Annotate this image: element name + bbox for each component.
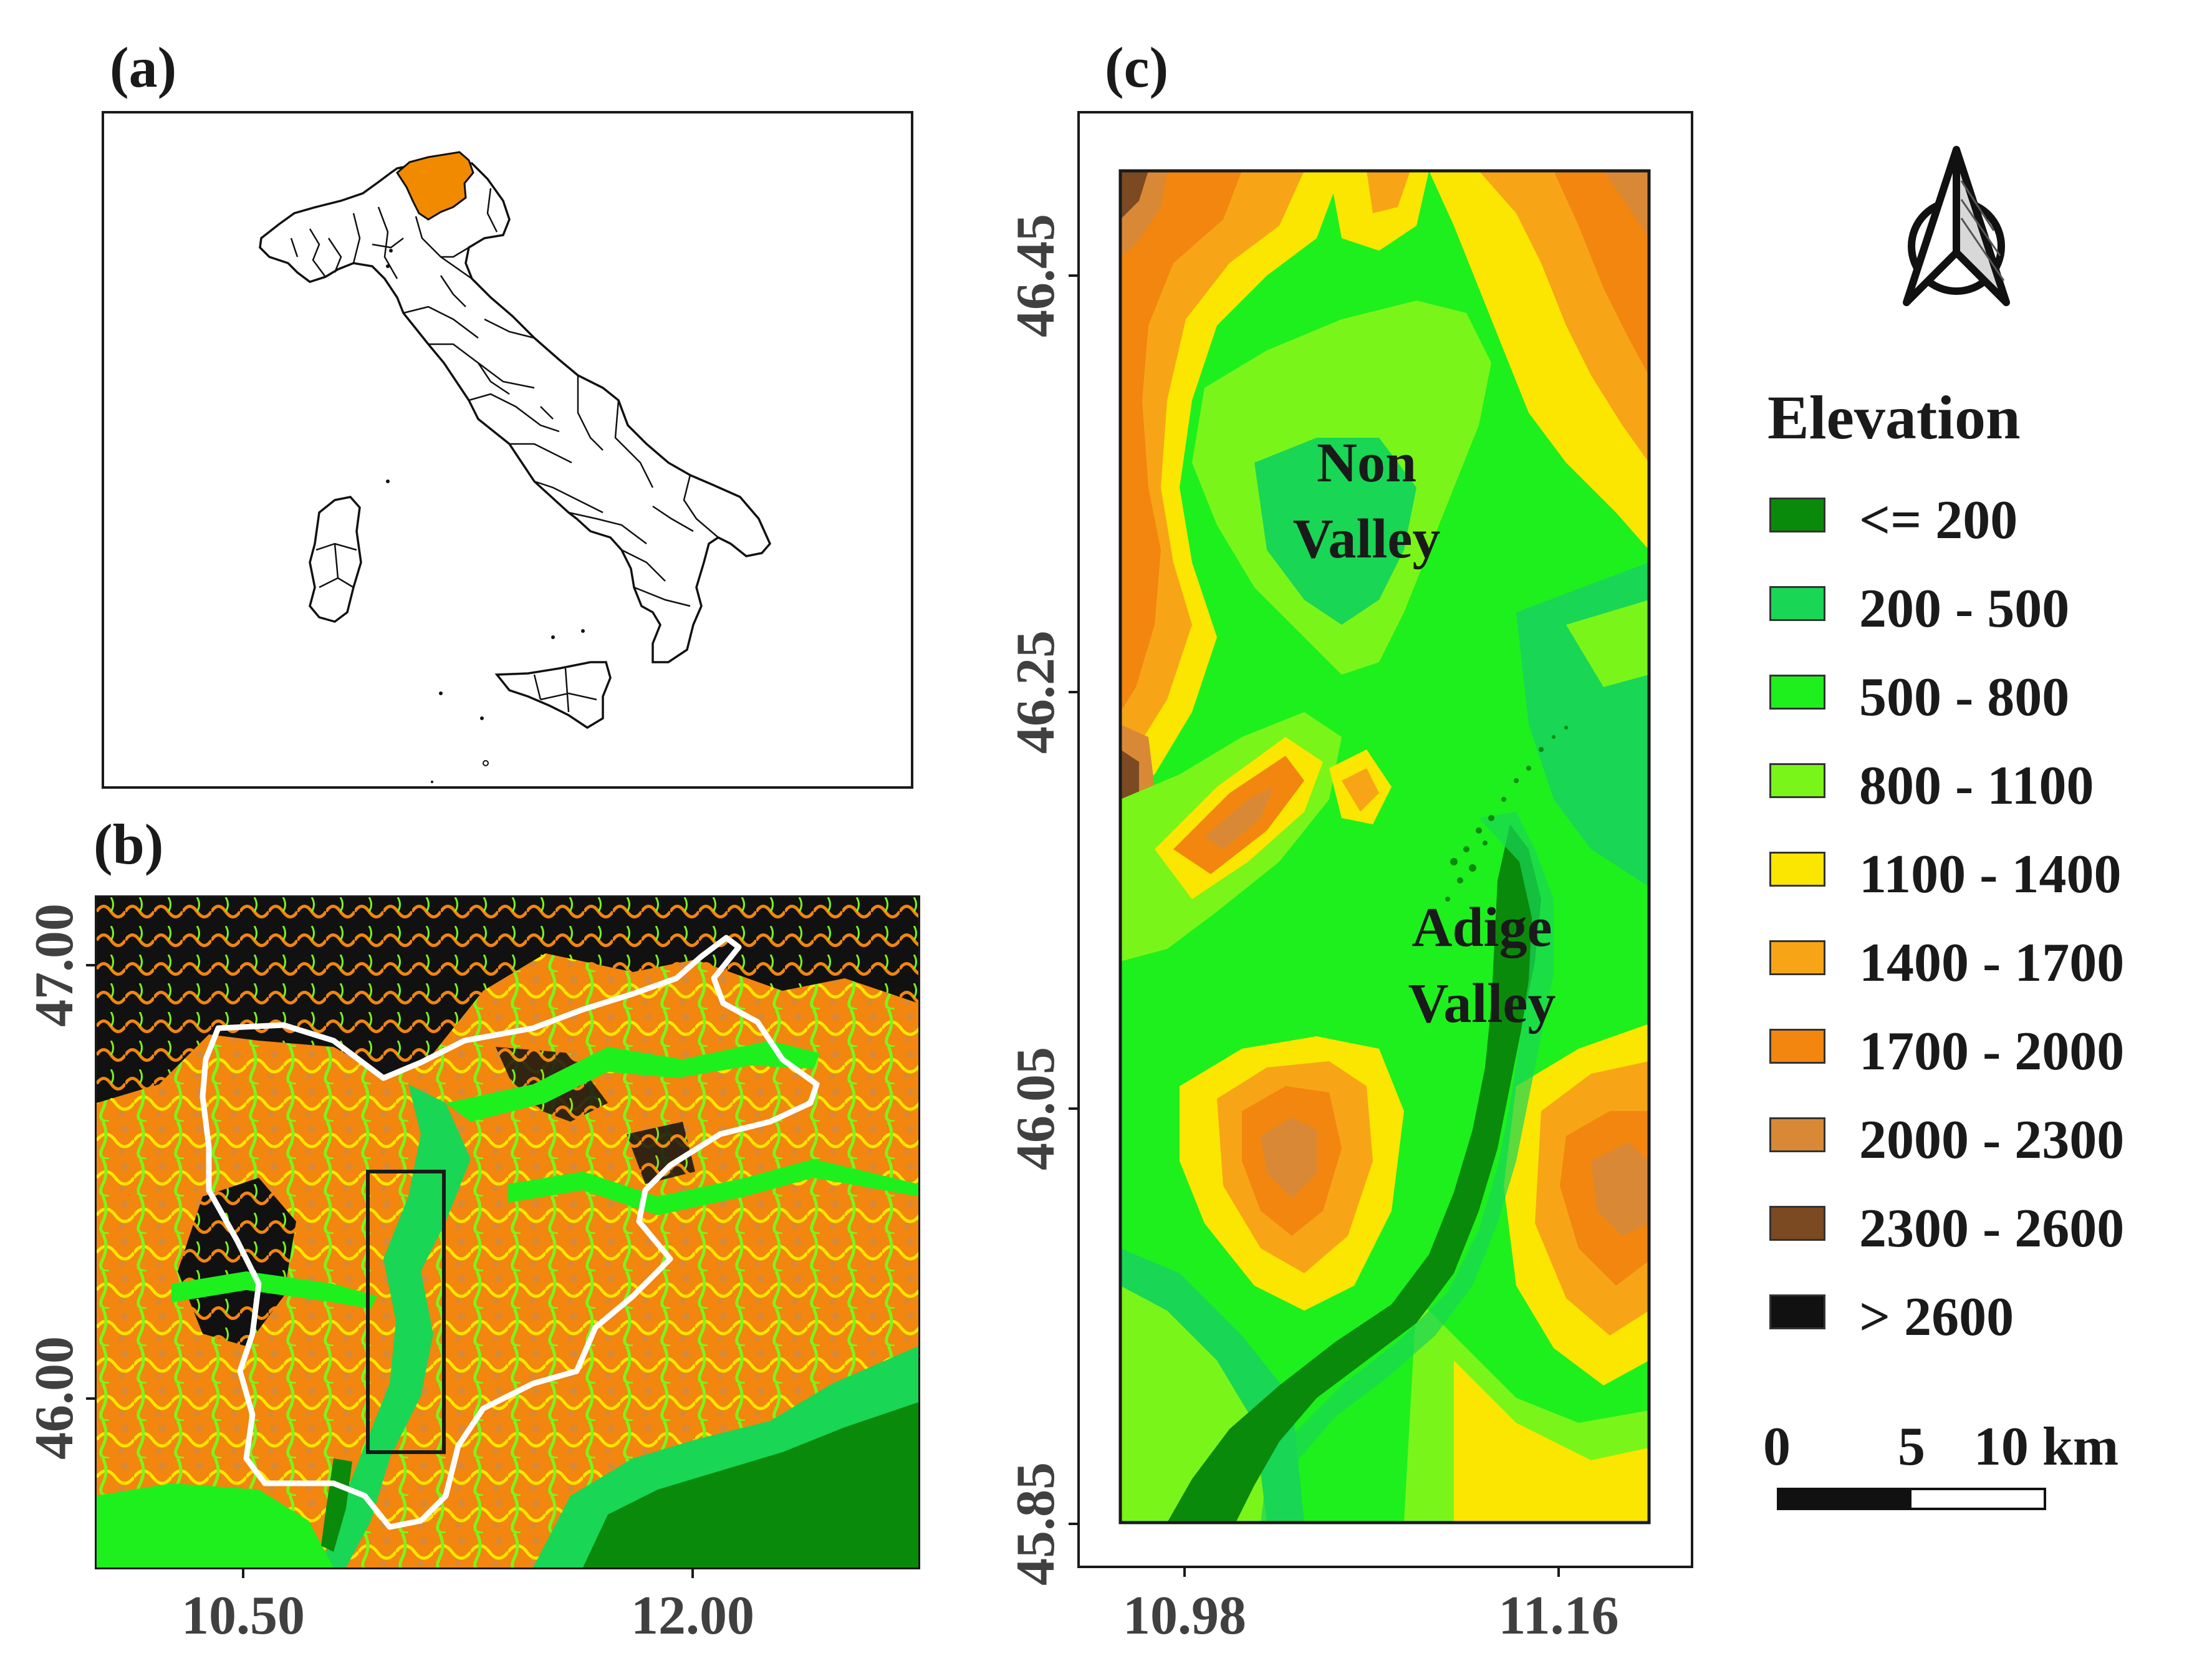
adige-valley-floor [1167, 824, 1541, 1523]
panel-c-x-tick-1098: 10.98 [1123, 1586, 1246, 1646]
legend-swatch [1769, 675, 1825, 710]
scale-bar [1777, 1488, 2046, 1510]
legend-label: 1400 - 1700 [1859, 933, 2125, 993]
panel-c-x-tick-1116: 11.16 [1498, 1586, 1619, 1646]
legend-swatch [1769, 1117, 1825, 1152]
adige-valley-line1: Adige [1411, 897, 1552, 958]
panel-c-y-tick-4585: 45.85 [1006, 1462, 1066, 1586]
study-area-rectangle [366, 1170, 446, 1454]
panel-c-label: (c) [1105, 36, 1169, 99]
panel-b-y-tick-46: 46.00 [24, 1336, 85, 1460]
italy-regions-map [259, 151, 772, 783]
legend-label: 500 - 800 [1859, 667, 2070, 728]
legend-swatch [1769, 940, 1825, 975]
panel-b-y-tick-47: 47.00 [24, 903, 85, 1027]
trentino-alto-adige-region [396, 151, 474, 221]
trentino-boundary [200, 935, 820, 1530]
legend-swatch [1769, 1029, 1825, 1064]
north-arrow-icon [1903, 146, 2010, 306]
panel-b-x-tick-1050: 10.50 [181, 1586, 305, 1646]
legend-title: Elevation [1767, 383, 2021, 452]
legend-label: > 2600 [1859, 1287, 2014, 1347]
scale-label-0: 0 [1763, 1417, 1791, 1477]
scale-label-5: 5 [1898, 1417, 1925, 1477]
panel-b-label: (b) [94, 812, 164, 876]
adige-valley-label: Adige Valley [1408, 890, 1556, 1041]
legend-swatch [1769, 852, 1825, 887]
adige-valley-line2: Valley [1408, 972, 1556, 1034]
sicily-outline [494, 661, 612, 730]
legend-label: 800 - 1100 [1859, 756, 2094, 816]
scale-label-10km: 10 km [1973, 1417, 2119, 1477]
panel-c-map-frame: Non Valley Adige Valley [1077, 111, 1693, 1568]
legend-label: 2300 - 2600 [1859, 1198, 2125, 1259]
legend-label: <= 200 [1859, 490, 2018, 551]
legend-swatch [1769, 1294, 1825, 1329]
legend-label: 2000 - 2300 [1859, 1110, 2125, 1170]
panel-a-map-frame [102, 111, 913, 789]
panel-c-y-tick-4625: 46.25 [1006, 630, 1066, 754]
non-valley-line1: Non [1316, 432, 1417, 494]
sardinia-outline [309, 496, 362, 623]
panel-c-y-tick-4645: 46.45 [1006, 214, 1066, 337]
legend-swatch [1769, 1206, 1825, 1241]
panel-a-label: (a) [110, 36, 177, 99]
legend-label: 1700 - 2000 [1859, 1021, 2125, 1082]
non-valley-label: Non Valley [1293, 425, 1441, 577]
legend-swatch [1769, 498, 1825, 532]
panel-c-y-tick-4605: 46.05 [1006, 1047, 1066, 1170]
scale-bar-black-segment [1779, 1490, 1911, 1508]
non-valley-line2: Valley [1292, 508, 1441, 570]
italy-mainland-outline [259, 160, 772, 663]
legend-swatch [1769, 763, 1825, 798]
legend-label: 1100 - 1400 [1859, 844, 2122, 905]
regional-dem-raster [97, 897, 918, 1568]
legend-label: 200 - 500 [1859, 579, 2070, 639]
study-area-dem-raster [1118, 169, 1651, 1524]
panel-b-x-tick-1200: 12.00 [631, 1586, 754, 1646]
legend-swatch [1769, 586, 1825, 621]
panel-b-dem-map [95, 895, 920, 1569]
